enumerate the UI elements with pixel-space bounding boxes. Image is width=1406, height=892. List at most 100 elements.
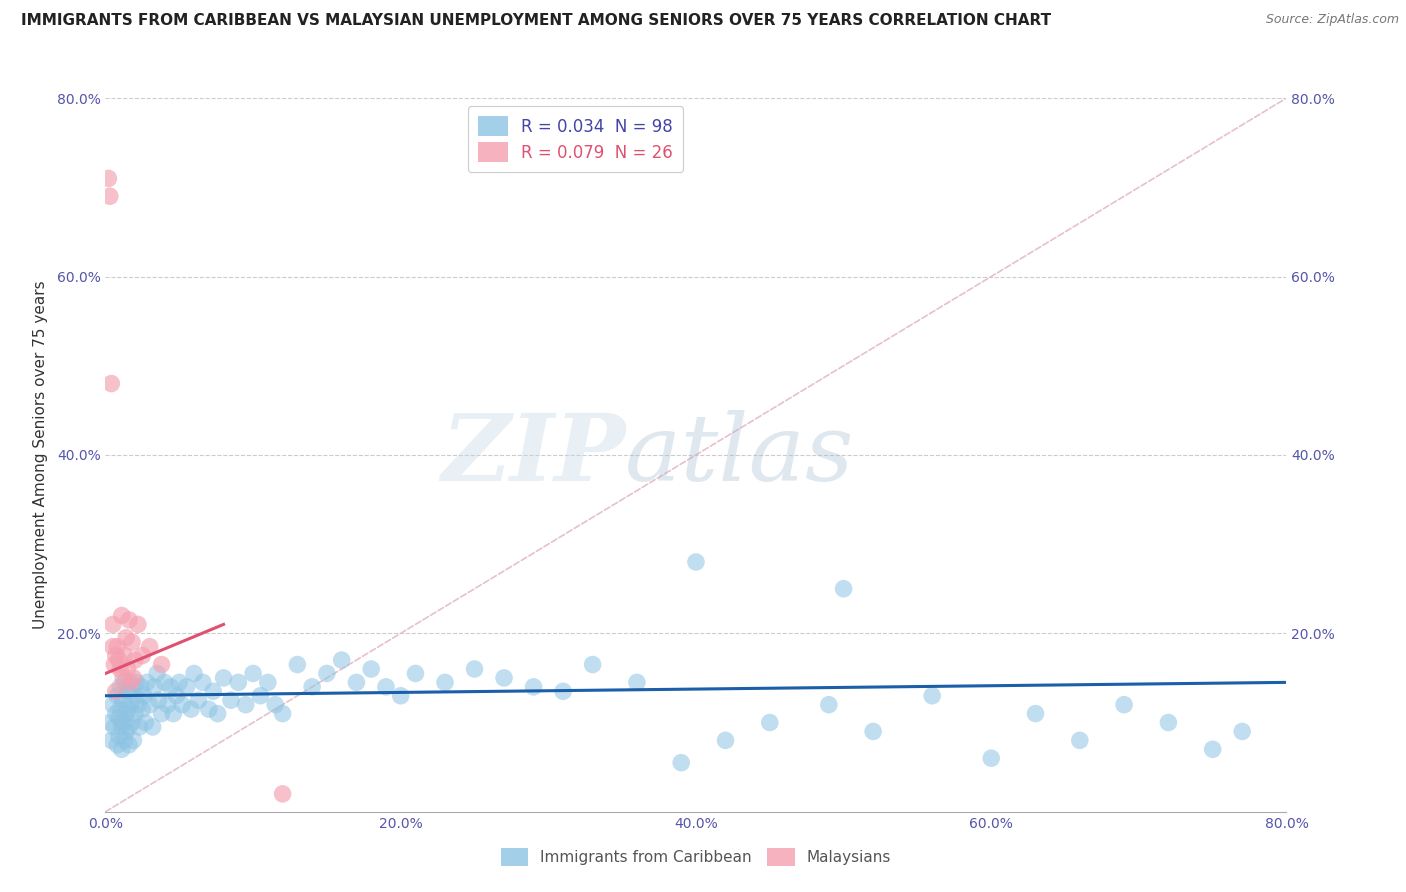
- Text: atlas: atlas: [626, 410, 855, 500]
- Point: [249, 689, 271, 703]
- Text: IMMIGRANTS FROM CARIBBEAN VS MALAYSIAN UNEMPLOYMENT AMONG SENIORS OVER 75 YEARS : IMMIGRANTS FROM CARIBBEAN VS MALAYSIAN U…: [21, 13, 1052, 29]
- Point: [120, 698, 142, 712]
- Point: [105, 640, 128, 654]
- Point: [105, 738, 128, 752]
- Point: [121, 680, 143, 694]
- Point: [832, 582, 855, 596]
- Point: [117, 662, 139, 676]
- Point: [100, 376, 122, 391]
- Point: [921, 689, 943, 703]
- Point: [98, 189, 121, 203]
- Point: [264, 698, 287, 712]
- Point: [138, 640, 162, 654]
- Point: [101, 640, 124, 654]
- Point: [1024, 706, 1046, 721]
- Point: [187, 693, 209, 707]
- Point: [134, 715, 156, 730]
- Point: [153, 675, 176, 690]
- Point: [464, 662, 486, 676]
- Point: [117, 684, 139, 698]
- Point: [120, 675, 142, 690]
- Point: [330, 653, 353, 667]
- Point: [148, 693, 170, 707]
- Point: [191, 675, 214, 690]
- Point: [111, 742, 134, 756]
- Point: [100, 733, 122, 747]
- Point: [146, 666, 169, 681]
- Point: [150, 657, 173, 672]
- Point: [101, 617, 124, 632]
- Point: [162, 706, 184, 721]
- Point: [125, 675, 148, 690]
- Point: [346, 675, 368, 690]
- Point: [685, 555, 707, 569]
- Point: [127, 698, 149, 712]
- Point: [301, 680, 323, 694]
- Point: [374, 680, 398, 694]
- Point: [104, 706, 127, 721]
- Point: [112, 693, 135, 707]
- Point: [759, 715, 782, 730]
- Point: [131, 648, 153, 663]
- Point: [522, 680, 544, 694]
- Point: [180, 702, 202, 716]
- Point: [172, 698, 194, 712]
- Point: [132, 689, 155, 703]
- Point: [124, 706, 146, 721]
- Point: [256, 675, 278, 690]
- Point: [242, 666, 264, 681]
- Point: [235, 698, 257, 712]
- Point: [112, 671, 135, 685]
- Point: [551, 684, 574, 698]
- Point: [121, 635, 143, 649]
- Point: [110, 680, 132, 694]
- Point: [626, 675, 648, 690]
- Point: [101, 698, 124, 712]
- Point: [817, 698, 839, 712]
- Point: [1201, 742, 1223, 756]
- Point: [114, 675, 136, 690]
- Point: [111, 720, 134, 734]
- Point: [124, 653, 146, 667]
- Point: [360, 662, 382, 676]
- Point: [169, 675, 191, 690]
- Point: [150, 706, 173, 721]
- Point: [118, 720, 141, 734]
- Y-axis label: Unemployment Among Seniors over 75 years: Unemployment Among Seniors over 75 years: [34, 281, 48, 629]
- Point: [138, 698, 162, 712]
- Point: [156, 698, 179, 712]
- Text: ZIP: ZIP: [441, 410, 626, 500]
- Point: [110, 662, 132, 676]
- Point: [115, 631, 138, 645]
- Point: [107, 729, 129, 743]
- Point: [135, 675, 157, 690]
- Point: [103, 657, 125, 672]
- Point: [271, 706, 294, 721]
- Point: [176, 680, 198, 694]
- Legend: Immigrants from Caribbean, Malaysians: Immigrants from Caribbean, Malaysians: [495, 842, 897, 871]
- Point: [124, 689, 146, 703]
- Point: [98, 715, 121, 730]
- Point: [405, 666, 427, 681]
- Point: [165, 689, 187, 703]
- Point: [118, 738, 141, 752]
- Point: [127, 617, 149, 632]
- Point: [581, 657, 603, 672]
- Point: [226, 675, 250, 690]
- Point: [118, 613, 141, 627]
- Point: [107, 653, 129, 667]
- Point: [112, 715, 135, 730]
- Point: [1230, 724, 1253, 739]
- Point: [434, 675, 457, 690]
- Point: [202, 684, 225, 698]
- Point: [183, 666, 205, 681]
- Point: [862, 724, 884, 739]
- Point: [212, 671, 235, 685]
- Point: [115, 724, 138, 739]
- Point: [104, 648, 127, 663]
- Point: [1157, 715, 1180, 730]
- Point: [114, 733, 136, 747]
- Point: [287, 657, 309, 672]
- Point: [492, 671, 515, 685]
- Point: [110, 702, 132, 716]
